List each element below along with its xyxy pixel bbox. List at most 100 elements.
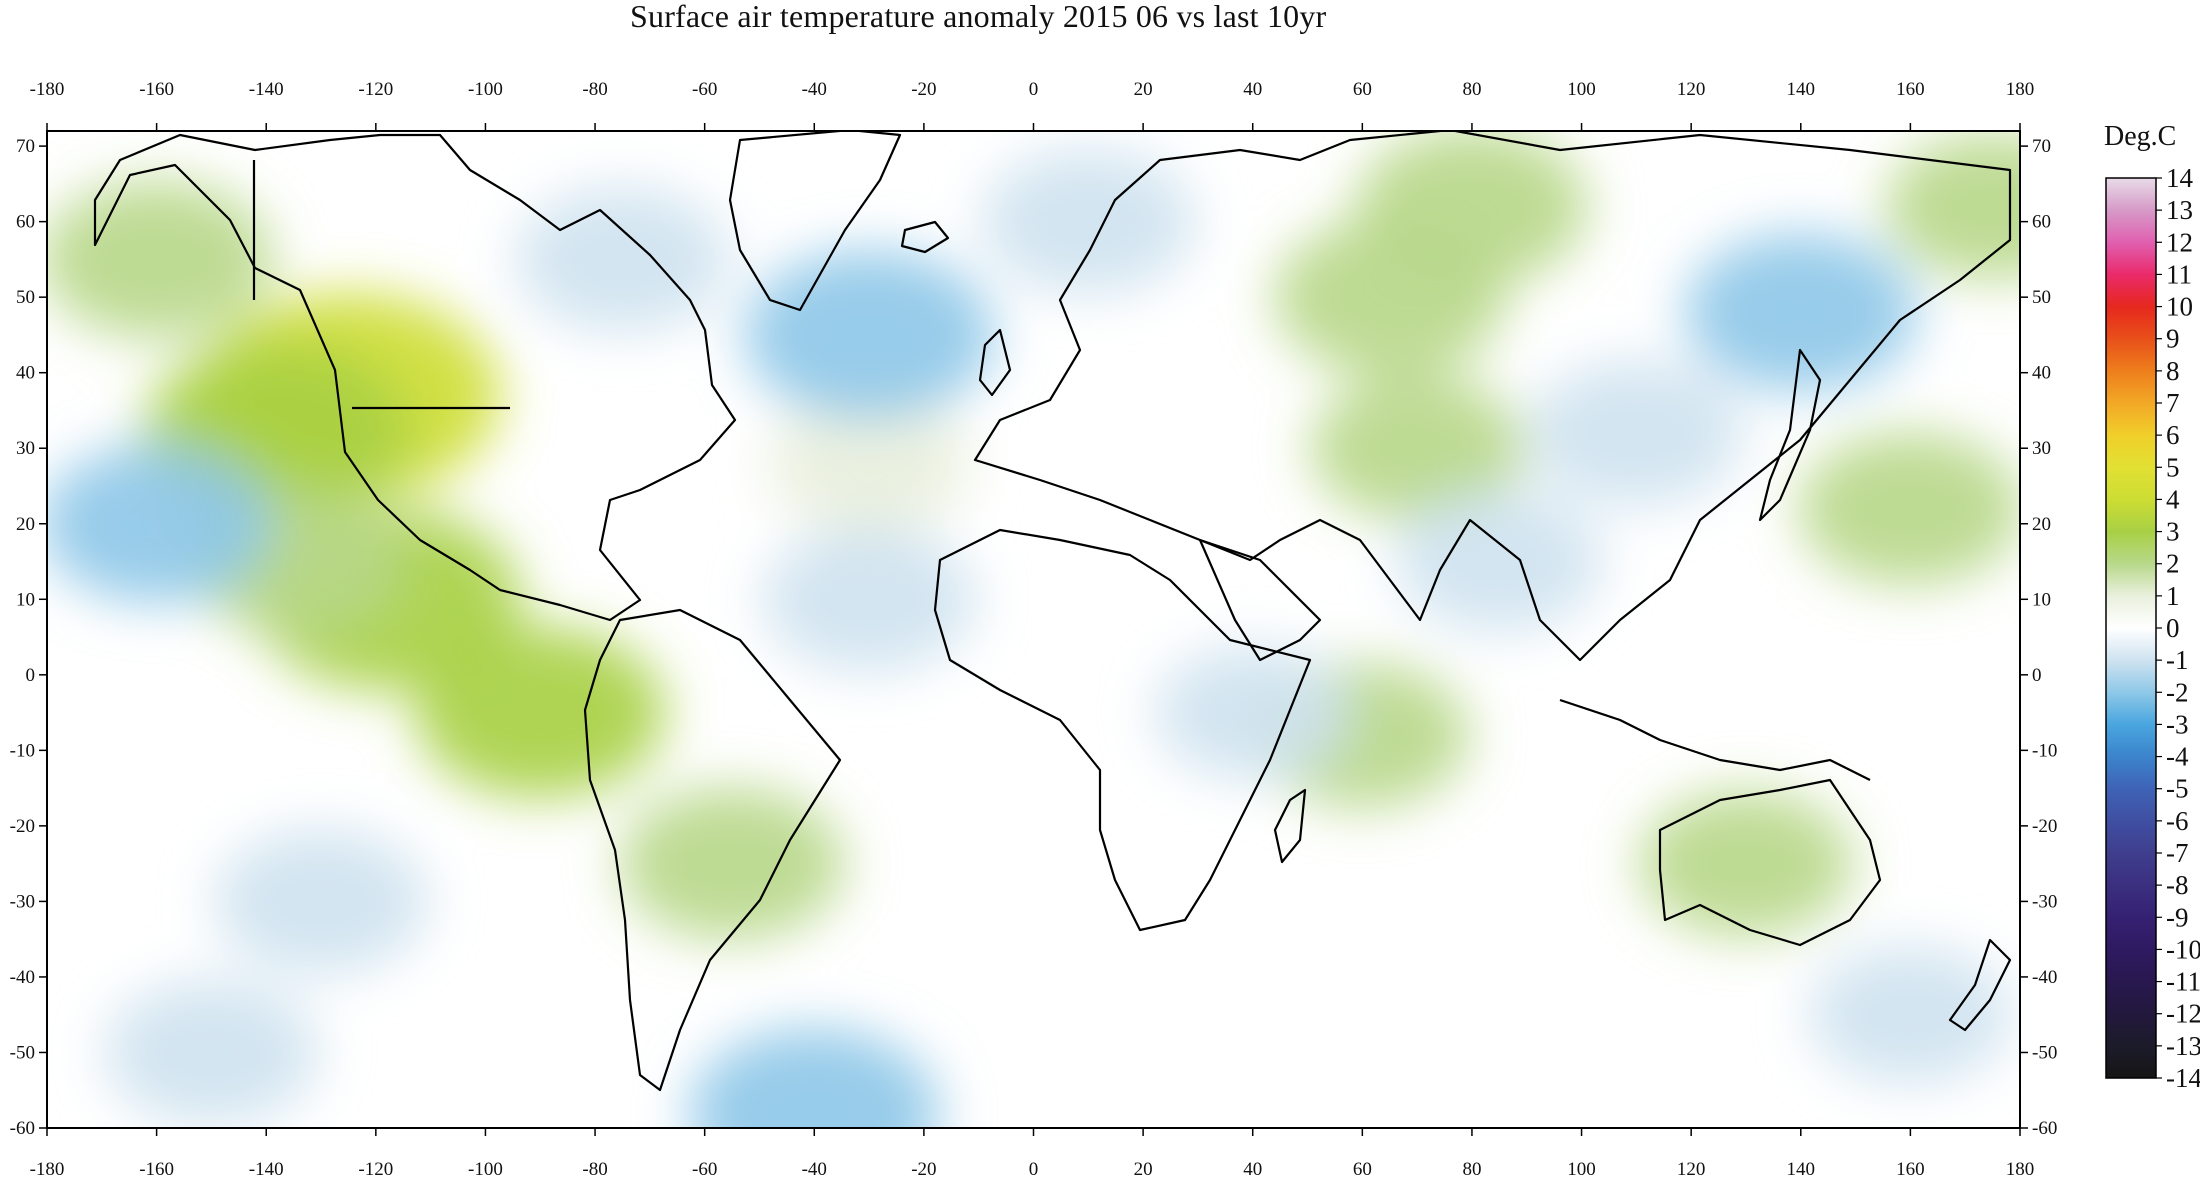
colorbar-rect: [2105, 177, 2157, 1079]
colorbar-level-label: -11: [2166, 967, 2200, 997]
anomaly-field: [47, 131, 2020, 1128]
lon-tick-label-bottom: -120: [358, 1159, 393, 1180]
uk-outline: [978, 328, 1012, 397]
lat-tick-label-right: 0: [2032, 665, 2042, 686]
lat-tick-label-right: 50: [2032, 287, 2051, 308]
indonesia-outline: [1559, 698, 1871, 781]
lat-tick-label-right: -50: [2032, 1042, 2057, 1063]
anomaly-blob: [1684, 233, 1917, 392]
colorbar: Deg.C 14131211109876543210-1-2-3-4-5-6-7…: [2104, 121, 2200, 1093]
anomaly-blob: [689, 1027, 940, 1128]
anomaly-blob: [1395, 490, 1603, 633]
colorbar-title: Deg.C: [2104, 121, 2176, 152]
lon-tick-label-top: -160: [139, 79, 174, 100]
map-plot-area: [46, 130, 2021, 1129]
lat-tick-label-right: 70: [2032, 136, 2051, 157]
iceland-outline: [900, 220, 950, 254]
lat-tick-label-right: -60: [2032, 1118, 2057, 1139]
anomaly-blob: [981, 148, 1196, 295]
lon-tick-label-bottom: -20: [911, 1159, 936, 1180]
lon-tick-label-bottom: 140: [1787, 1159, 1816, 1180]
colorbar-level-label: -10: [2166, 934, 2200, 964]
colorbar-level-label: -1: [2166, 645, 2189, 675]
lon-tick-label-bottom: -80: [582, 1159, 607, 1180]
colorbar-level-label: -9: [2166, 902, 2189, 932]
africa-outline: [933, 528, 1312, 932]
lon-tick-label-bottom: 180: [2006, 1159, 2035, 1180]
colorbar-level-label: 0: [2166, 613, 2180, 643]
lat-tick-label-right: -10: [2032, 740, 2057, 761]
lon-tick-label-top: -100: [468, 79, 503, 100]
lat-tick-label-left: 60: [16, 212, 35, 233]
colorbar-gradient: [2105, 177, 2162, 1079]
lat-tick-label-left: 40: [16, 363, 35, 384]
colorbar-level-label: -4: [2166, 742, 2189, 772]
map-axes: -180-180-160-160-140-140-120-120-100-100…: [10, 79, 2058, 1180]
colorbar-level-label: 7: [2166, 388, 2180, 418]
anomaly-blob: [762, 526, 977, 673]
lon-tick-label-bottom: -140: [249, 1159, 284, 1180]
lon-tick-label-bottom: 100: [1567, 1159, 1596, 1180]
anomaly-blob: [415, 627, 666, 798]
colorbar-level-label: 14: [2166, 163, 2194, 193]
lat-tick-label-left: -50: [10, 1042, 35, 1063]
anomaly-blob: [515, 186, 730, 333]
south-america-outline: [583, 608, 842, 1092]
lon-tick-label-bottom: -100: [468, 1159, 503, 1180]
lon-tick-label-bottom: 40: [1243, 1159, 1262, 1180]
eurasia-outline: [973, 131, 2012, 662]
lat-tick-label-left: -60: [10, 1118, 35, 1139]
anomaly-blob: [744, 249, 995, 420]
anomaly-blob: [1638, 790, 1853, 937]
anomaly-blob: [619, 787, 845, 941]
lon-tick-label-top: -40: [802, 79, 827, 100]
colorbar-level-label: 1: [2166, 581, 2180, 611]
colorbar-level-label: -5: [2166, 774, 2189, 804]
lat-tick-label-right: 60: [2032, 212, 2051, 233]
lat-tick-label-right: 10: [2032, 589, 2051, 610]
lat-tick-label-left: 20: [16, 514, 35, 535]
colorbar-level-label: -3: [2166, 709, 2189, 739]
lon-tick-label-top: -60: [692, 79, 717, 100]
lon-tick-label-top: 100: [1567, 79, 1596, 100]
lat-tick-label-right: -40: [2032, 967, 2057, 988]
colorbar-level-label: 2: [2166, 549, 2180, 579]
anomaly-blob: [1529, 360, 1744, 507]
colorbar-level-label: 12: [2166, 227, 2193, 257]
anomaly-blob: [1798, 432, 2020, 586]
lon-tick-label-bottom: -40: [802, 1159, 827, 1180]
lon-tick-label-top: 20: [1134, 79, 1153, 100]
lon-tick-label-top: 40: [1243, 79, 1262, 100]
lon-tick-label-top: -80: [582, 79, 607, 100]
lon-tick-label-bottom: -180: [30, 1159, 65, 1180]
colorbar-level-label: 3: [2166, 517, 2180, 547]
lat-tick-label-left: 50: [16, 287, 35, 308]
lon-tick-label-bottom: 60: [1353, 1159, 1372, 1180]
colorbar-level-label: 4: [2166, 484, 2180, 514]
lon-tick-label-bottom: -160: [139, 1159, 174, 1180]
lon-tick-label-bottom: 160: [1896, 1159, 1925, 1180]
colorbar-level-label: 6: [2166, 420, 2180, 450]
lon-tick-label-bottom: 80: [1462, 1159, 1481, 1180]
lon-tick-label-top: -120: [358, 79, 393, 100]
colorbar-level-label: -7: [2166, 838, 2189, 868]
madagascar-outline: [1273, 788, 1307, 864]
japan-outline: [1758, 348, 1822, 522]
lon-tick-label-bottom: 20: [1134, 1159, 1153, 1180]
anomaly-blob: [1310, 375, 1525, 522]
north-america-outline: [93, 133, 737, 622]
colorbar-level-label: 13: [2166, 195, 2193, 225]
lat-tick-label-left: 0: [26, 665, 36, 686]
australia-outline: [1658, 778, 1882, 947]
colorbar-level-label: 11: [2166, 259, 2192, 289]
anomaly-blob: [47, 444, 273, 603]
colorbar-level-label: -8: [2166, 870, 2189, 900]
map-title: Surface air temperature anomaly 2015 06 …: [630, 0, 1327, 34]
colorbar-level-label: -6: [2166, 806, 2189, 836]
lon-tick-label-bottom: 0: [1029, 1159, 1039, 1180]
lon-tick-label-top: 160: [1896, 79, 1925, 100]
anomaly-blob: [767, 393, 971, 533]
anomaly-blob: [214, 828, 429, 975]
colorbar-level-label: 5: [2166, 452, 2180, 482]
lat-tick-label-left: -20: [10, 816, 35, 837]
